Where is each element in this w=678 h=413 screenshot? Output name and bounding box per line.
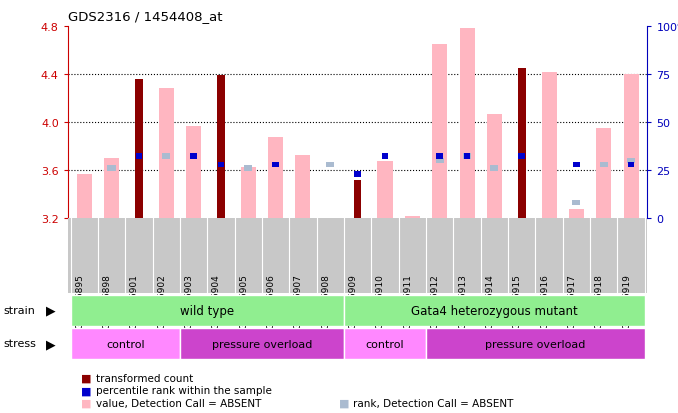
Text: stress: stress [3, 339, 36, 349]
Bar [464, 154, 471, 159]
Bar [71, 295, 344, 326]
Bar [354, 180, 361, 219]
Text: pressure overload: pressure overload [485, 339, 586, 349]
Bar [519, 154, 525, 159]
Bar [268, 137, 283, 219]
Bar [490, 166, 498, 171]
Bar [599, 162, 608, 168]
Bar [624, 75, 639, 219]
Bar [463, 154, 471, 159]
Bar [432, 45, 447, 219]
Bar [107, 166, 116, 171]
Bar [378, 161, 393, 219]
Text: GDS2316 / 1454408_at: GDS2316 / 1454408_at [68, 10, 222, 23]
Text: ■: ■ [339, 398, 349, 408]
Text: ▶: ▶ [46, 337, 56, 350]
Text: pressure overload: pressure overload [212, 339, 312, 349]
Text: ■: ■ [81, 385, 92, 395]
Bar [162, 154, 170, 159]
Bar [296, 155, 311, 219]
Bar [159, 89, 174, 219]
Text: rank, Detection Call = ABSENT: rank, Detection Call = ABSENT [353, 398, 513, 408]
Bar [191, 154, 197, 159]
Text: ■: ■ [81, 373, 92, 383]
Text: percentile rank within the sample: percentile rank within the sample [96, 385, 272, 395]
Bar [460, 29, 475, 219]
Bar [627, 159, 635, 164]
Bar [628, 162, 635, 168]
Bar [273, 162, 279, 168]
Bar [344, 295, 645, 326]
Bar [518, 69, 525, 219]
Bar [241, 167, 256, 219]
Bar [573, 162, 580, 168]
Text: value, Detection Call = ABSENT: value, Detection Call = ABSENT [96, 398, 262, 408]
Bar [344, 328, 426, 359]
Bar [218, 162, 224, 168]
Bar [136, 154, 142, 159]
Bar [405, 216, 420, 219]
Bar [180, 328, 344, 359]
Bar [382, 154, 388, 159]
Text: control: control [365, 339, 404, 349]
Bar [437, 154, 443, 159]
Bar [596, 129, 612, 219]
Bar [186, 126, 201, 219]
Bar [572, 201, 580, 206]
Bar [426, 328, 645, 359]
Bar [71, 328, 180, 359]
Bar [244, 166, 252, 171]
Bar [217, 76, 224, 219]
Bar [542, 72, 557, 219]
Bar [77, 174, 92, 219]
Text: control: control [106, 339, 144, 349]
Bar [435, 159, 444, 164]
Bar [569, 209, 584, 219]
Bar [487, 114, 502, 219]
Text: Gata4 heterozygous mutant: Gata4 heterozygous mutant [411, 304, 578, 317]
Bar [326, 162, 334, 168]
Text: strain: strain [3, 306, 35, 316]
Text: ■: ■ [81, 398, 92, 408]
Bar [355, 172, 361, 177]
Text: transformed count: transformed count [96, 373, 193, 383]
Text: wild type: wild type [180, 304, 235, 317]
Text: ▶: ▶ [46, 304, 56, 317]
Bar [104, 159, 119, 219]
Bar [135, 80, 143, 219]
